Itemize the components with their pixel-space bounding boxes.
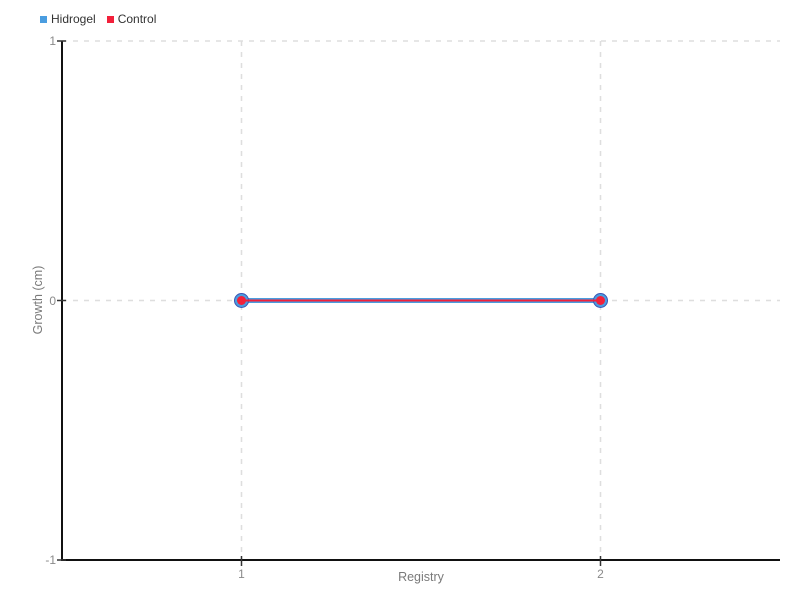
x-tick-label-1: 1	[238, 567, 245, 581]
data-point-control-x2[interactable]	[596, 296, 605, 305]
gridlines	[62, 40, 780, 560]
legend-item-control[interactable]: Control	[106, 12, 157, 26]
y-axis-label: Growth (cm)	[31, 265, 45, 335]
x-tick-label-2: 2	[597, 567, 604, 581]
y-tick-label-0: 0	[49, 293, 56, 308]
legend: Hidrogel Control	[40, 13, 156, 25]
legend-swatch-control	[106, 15, 114, 23]
y-tick-label--1: -1	[45, 553, 56, 567]
data-point-control-x1[interactable]	[237, 296, 246, 305]
legend-label: Hidrogel	[51, 12, 96, 26]
y-tick-label-1: 1	[49, 34, 56, 48]
series-group	[234, 293, 608, 308]
x-axis-label: Registry	[398, 570, 444, 584]
tick-marks	[57, 40, 602, 566]
legend-label: Control	[117, 12, 157, 26]
legend-item-hidrogel[interactable]: Hidrogel	[40, 13, 96, 25]
legend-swatch-hidrogel	[40, 15, 47, 23]
